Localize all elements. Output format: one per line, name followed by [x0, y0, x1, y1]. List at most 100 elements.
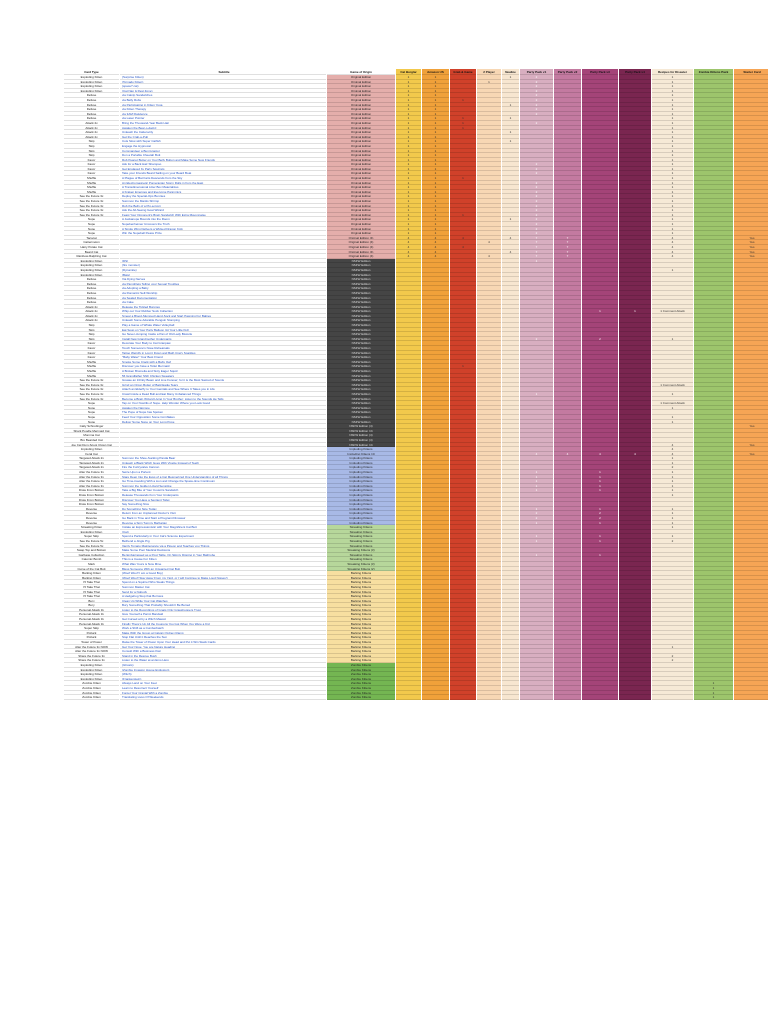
subtitle-link[interactable]: Take your Friends Beard Sailing on your … [120, 171, 326, 177]
subtitle-link[interactable]: (Surprise Kitten) [120, 75, 326, 80]
subtitle-link[interactable]: via Kitten Therapy [120, 107, 326, 112]
game-of-origin-cell: Original Edition [327, 162, 395, 167]
subtitle-link[interactable]: (Tornado Kitten) [120, 80, 326, 85]
subtitle-link[interactable]: Unleash the Catterocity [120, 130, 326, 135]
count-cell: 1 [652, 194, 693, 200]
game-of-origin-cell: Zombie Kittens [327, 695, 395, 700]
subtitle-link[interactable]: Ask for a Back Hair Shampoo [120, 162, 326, 167]
count-cell [477, 208, 501, 213]
count-cell: 1 [422, 107, 449, 112]
count-cell: 2 [520, 84, 553, 89]
subtitle-link[interactable]: Awaken the Bear-o-dactyl [120, 126, 326, 131]
count-cell [582, 134, 618, 140]
table-row: Attack 2x Get the Crab-a-Pult Original Edi… [64, 134, 768, 140]
subtitle-link[interactable]: Win the Nopebell Peace Prize [120, 231, 326, 236]
subtitle-link[interactable]: Ask the All-Seeing Goat Wizard [120, 208, 326, 213]
subtitle-link[interactable]: (DS) [120, 259, 326, 264]
count-cell [734, 134, 768, 140]
subtitle-link[interactable]: via Belly Rubs [120, 98, 326, 103]
count-cell: 2 [520, 79, 553, 85]
subtitle-link[interactable]: Deploy the Special-Ops Bunnies [120, 194, 326, 200]
count-cell [652, 695, 693, 700]
subtitle-link[interactable]: A Jackanope Bounds into the Room [120, 217, 326, 222]
count-cell [582, 75, 618, 80]
count-cell [554, 139, 581, 144]
count-cell [619, 111, 651, 117]
count-cell: 1 [396, 217, 421, 222]
count-cell [694, 194, 733, 200]
subtitle-link[interactable]: Rub Peanut Butter on Your Belly Button a… [120, 158, 326, 163]
count-cell [477, 244, 501, 250]
count-cell: 1 [652, 88, 693, 94]
subtitle-link[interactable]: Summon the Mantis Shrimp [120, 199, 326, 204]
subtitle-link[interactable]: Nopebenheimer Uncovers the Truth [120, 222, 326, 227]
count-cell: 1 [422, 231, 449, 236]
subtitle-link[interactable]: (Cat Nap & Rest Zone) [120, 89, 326, 94]
count-cell [554, 263, 581, 268]
subtitle-link[interactable]: Bring the Thousand-Year Back Hair [120, 121, 326, 126]
count-cell: 1 [396, 166, 421, 172]
subtitle-link[interactable]: A Transdimensional Litter Box Materializ… [120, 185, 326, 190]
count-cell: 1 [450, 120, 476, 126]
count-cell [582, 695, 618, 700]
card-type-cell: Shuffle [64, 176, 119, 181]
subtitle-link[interactable]: via Catnip Sandwiches [120, 93, 326, 98]
count-cell [734, 84, 768, 89]
count-cell [554, 102, 581, 108]
count-cell: 1 [422, 166, 449, 172]
count-cell: 2 [520, 231, 553, 236]
game-of-origin-cell: Original Edition (4) [327, 240, 395, 245]
header-cell: Subtitle [120, 69, 326, 75]
subtitle-link[interactable]: Rub the Belly of a Pig-a-Corn [120, 204, 326, 209]
count-cell [734, 97, 768, 103]
sheet-body: Exploding Kitten (Surprise Kitten) Origina… [64, 75, 768, 700]
subtitle-link[interactable]: (Dynamite) [120, 268, 326, 273]
subtitle-link[interactable]: A Kraken Emerges and Everyone Pannnnics [120, 190, 326, 195]
count-cell [619, 107, 651, 112]
subtitle-link[interactable]: A Plague of Bat Farts Descends from the … [120, 176, 326, 181]
count-cell [694, 226, 733, 232]
count-cell: 7 [554, 235, 581, 241]
count-cell [619, 258, 651, 264]
count-cell: 1 [422, 120, 449, 126]
subtitle-link[interactable]: Get Enslaved by Party Squirrels [120, 167, 326, 172]
subtitle-link[interactable]: Get the Crab-a-Pult [120, 135, 326, 140]
count-cell [450, 180, 476, 186]
count-cell [619, 130, 651, 135]
subtitle-link[interactable]: Commandeer a Bunnyraptor [120, 149, 326, 154]
card-type-cell: Exploding Kitten [64, 75, 119, 80]
subtitle-link[interactable]: Engage the Hypnocat [120, 144, 326, 149]
table-row: Defuse via 3AM Flatulence Original Edition… [64, 111, 768, 117]
count-cell [619, 189, 651, 195]
count-cell [502, 244, 519, 250]
subtitle-link[interactable]: (fire monster) [120, 263, 326, 268]
count-cell: 7 [520, 235, 553, 241]
subtitle-link[interactable]: via Participating in Kitten Yoga [120, 103, 326, 108]
subtitle-link[interactable]: Feast Your Opponent's Brain Sandwich Wit… [120, 213, 326, 218]
count-cell [422, 267, 449, 273]
count-cell [734, 212, 768, 218]
game-of-origin-cell: NSFW Edition [327, 258, 395, 264]
subtitle-link[interactable]: Don a Portable Cheetah Butt [120, 153, 326, 158]
subtitle-link[interactable]: An Electromagnetic Pomeranian Storm Roll… [120, 181, 326, 186]
subtitle-link[interactable]: via Laser Pointer [120, 116, 326, 121]
count-cell [582, 185, 618, 190]
card-type-cell: See the Future 3x [64, 194, 119, 200]
subtitle-link[interactable]: Cuts Slow with Super Catfish [120, 139, 326, 144]
count-cell [520, 153, 553, 158]
count-cell [734, 185, 768, 190]
subtitle-link[interactable]: via 3AM Flatulence [120, 112, 326, 117]
count-cell: 1 [450, 97, 476, 103]
header-cell: Party Pack v2 [554, 69, 581, 75]
card-type-cell: Nope [64, 231, 119, 236]
subtitle-link[interactable]: (space? cat) [120, 84, 326, 89]
count-cell [450, 189, 476, 195]
game-of-origin-cell: Original Edition [327, 189, 395, 195]
count-cell [554, 695, 581, 700]
count-cell [734, 125, 768, 131]
count-cell [619, 116, 651, 121]
count-cell [694, 88, 733, 94]
subtitle-link[interactable]: A Single Wing Delivers a Wicked Dragon K… [120, 227, 326, 232]
subtitle-link[interactable]: Translating Lives Of Weekends [120, 695, 326, 700]
card-type-cell: Favor [64, 158, 119, 163]
